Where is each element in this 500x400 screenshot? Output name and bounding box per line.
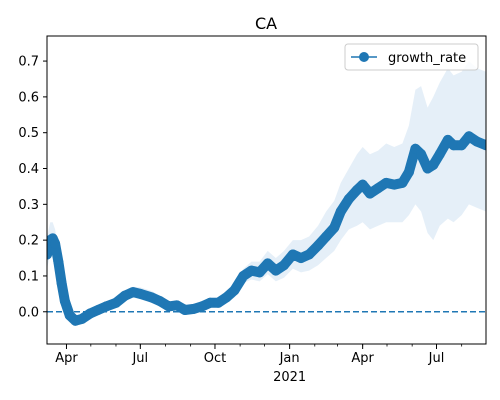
data-point	[50, 238, 61, 249]
x-tick-label: Apr	[351, 351, 374, 366]
data-point	[53, 256, 64, 267]
data-point	[287, 249, 298, 260]
legend-box	[344, 43, 479, 71]
data-point	[205, 297, 216, 308]
data-point	[56, 278, 67, 289]
data-point	[270, 265, 281, 276]
data-point	[343, 193, 354, 204]
data-point	[171, 300, 182, 311]
y-tick-label: 0.4	[18, 162, 39, 177]
data-point	[335, 206, 346, 217]
data-point	[373, 183, 384, 194]
data-point	[403, 167, 414, 178]
x-axis: Apr Jul Oct Jan 2021 Apr Jul	[55, 344, 463, 385]
data-point	[179, 304, 190, 315]
data-point	[416, 149, 427, 160]
data-point	[246, 265, 257, 276]
y-tick-label: 0.3	[18, 198, 39, 213]
x-tick-label: Oct	[204, 351, 226, 366]
legend: growth_rate	[344, 43, 479, 71]
chart-title: CA	[255, 14, 277, 33]
data-point	[119, 290, 130, 301]
series-line-growth-rate	[47, 131, 486, 326]
data-point	[196, 301, 207, 312]
legend-marker	[359, 52, 369, 62]
data-point	[481, 140, 486, 151]
x-tick-year-label: 2021	[273, 370, 306, 385]
y-tick-label: 0.7	[18, 55, 39, 70]
data-point	[76, 313, 87, 324]
data-point	[101, 301, 112, 312]
data-point	[397, 177, 408, 188]
data-point	[428, 159, 439, 170]
data-point	[278, 260, 289, 271]
x-tick-label: Jan	[279, 351, 300, 366]
data-point	[329, 222, 340, 233]
y-tick-label: 0.0	[18, 305, 39, 320]
data-point	[229, 285, 240, 296]
y-tick-label: 0.5	[18, 126, 39, 141]
plot-frame	[46, 35, 487, 345]
data-point	[463, 131, 474, 142]
data-point	[238, 270, 249, 281]
x-tick-label: Jul	[428, 351, 445, 366]
data-point	[154, 296, 165, 307]
data-point	[357, 179, 368, 190]
data-point	[321, 231, 332, 242]
data-point	[295, 253, 306, 264]
data-point	[59, 296, 70, 307]
plot-area	[46, 35, 487, 345]
y-tick-label: 0.2	[18, 234, 39, 249]
data-point	[135, 288, 146, 299]
y-tick-label: 0.6	[18, 90, 39, 105]
data-point	[304, 249, 315, 260]
data-point	[472, 136, 483, 147]
data-point	[85, 308, 96, 319]
data-point	[146, 292, 157, 303]
data-point	[47, 249, 52, 260]
data-point	[262, 258, 273, 269]
data-point	[364, 188, 375, 199]
y-axis: 0.0 0.1 0.2 0.3 0.4 0.5 0.6 0.7	[18, 55, 47, 320]
legend-label-growth-rate: growth_rate	[388, 51, 466, 66]
data-point	[313, 240, 324, 251]
data-point	[254, 267, 265, 278]
data-point	[456, 140, 467, 151]
data-point	[93, 304, 104, 315]
data-point	[389, 179, 400, 190]
data-point	[448, 140, 459, 151]
data-point	[434, 149, 445, 160]
data-point	[163, 301, 174, 312]
data-point	[110, 297, 121, 308]
confidence-band	[47, 61, 486, 325]
y-tick-label: 0.1	[18, 269, 39, 284]
data-point	[213, 297, 224, 308]
x-tick-label: Apr	[55, 351, 78, 366]
data-point	[221, 292, 232, 303]
data-point	[188, 303, 199, 314]
x-tick-label: Jul	[131, 351, 148, 366]
data-point	[381, 177, 392, 188]
